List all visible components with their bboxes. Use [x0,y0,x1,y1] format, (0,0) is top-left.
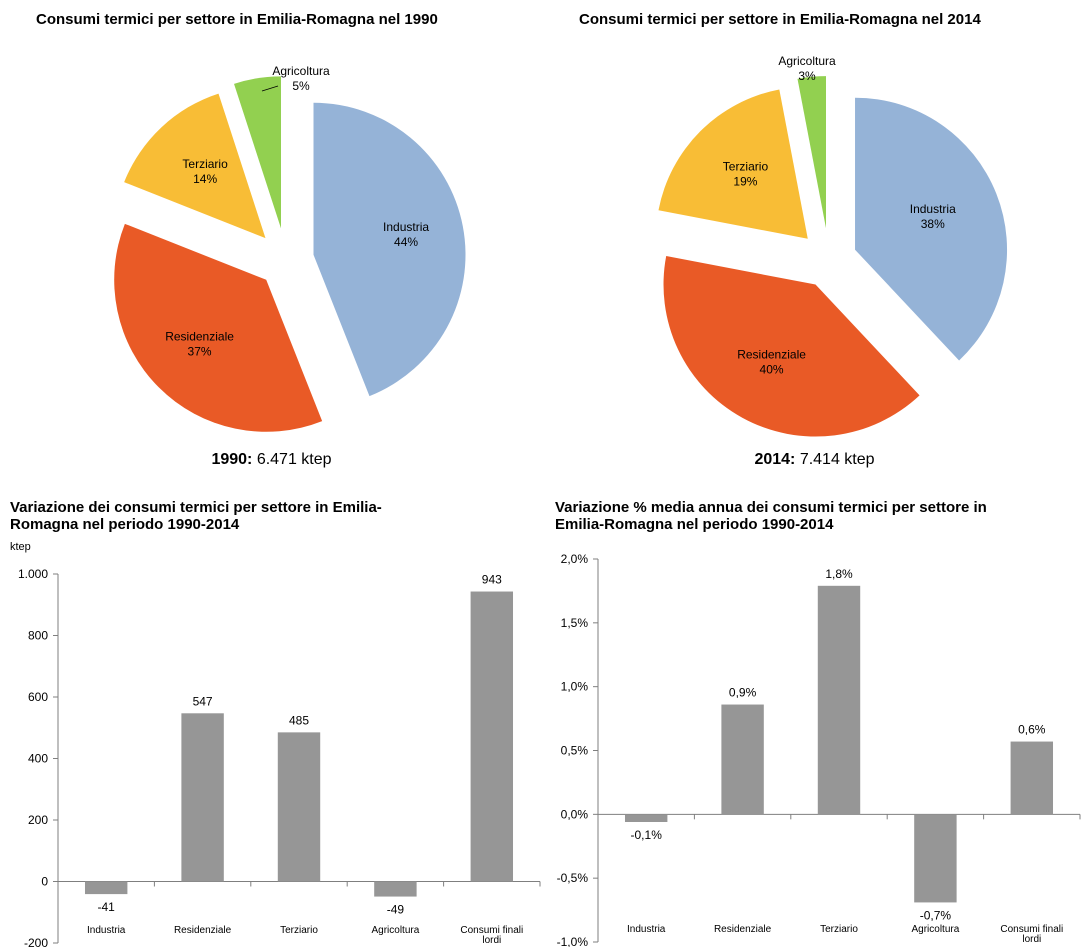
bar-percent-y-tick-label: -0,5% [557,871,589,885]
pie-2014-slice-residenziale [663,256,920,437]
pie-1990-leader-line-agricoltura [261,85,279,92]
bar-percent-title: Variazione % media annua dei consumi ter… [555,499,987,533]
bar-percent-category-label-agricoltura: Agricoltura [911,924,959,935]
bar-ktep-category-label-consumi-finali-lordi: Consumi finali [460,925,523,936]
bar-ktep-category-label-agricoltura: Agricoltura [371,925,419,936]
bar-percent-category-label-consumi-finali-lordi: Consumi finali [1000,924,1063,935]
bar-percent-y-tick-label: 1,0% [561,680,589,694]
pie-1990-value-agricoltura: 5% [292,79,310,93]
bar-ktep-value-label-terziario: 485 [289,713,309,727]
bar-ktep-bar-agricoltura [374,881,417,897]
pie-2014-slice-terziario [658,89,808,239]
pie-1990-slice-agricoltura [234,76,281,229]
bar-percent-y-tick-label: 2,0% [561,552,589,566]
pie-1990-value-industria: 44% [394,235,418,249]
pie-2014-label-residenziale: Residenziale [737,347,806,361]
bar-percent-y-tick-label: 0,0% [561,807,589,821]
pie-chart-1990-panel: Consumi termici per settore in Emilia-Ro… [0,0,543,475]
pie-1990-caption-value: 6.471 ktep [256,451,332,468]
bar-percent-y-tick-label: 0,5% [561,744,589,758]
pie-1990-slice-residenziale [114,223,323,432]
pie-1990-caption: 1990: 6.471 ktep [0,451,543,469]
pie-2014-value-residenziale: 40% [760,362,784,376]
bar-percent-y-tick-label: 1,5% [561,616,589,630]
pie-2014-caption-year: 2014: [754,451,796,468]
bar-ktep-bar-industria [84,881,128,895]
bar-ktep-y-tick-label: 800 [28,629,48,643]
bar-ktep-category-label-residenziale: Residenziale [174,925,232,936]
pie-2014-label-industria: Industria [910,202,956,216]
bar-ktep-bar-residenziale [181,713,224,882]
pie-2014-value-agricoltura: 3% [798,69,816,83]
pie-2014-caption-value: 7.414 ktep [799,451,875,468]
pie-1990-label-residenziale: Residenziale [165,329,234,343]
bar-percent-bar-residenziale [721,704,764,815]
pie-2014-title: Consumi termici per settore in Emilia-Ro… [579,11,981,28]
bar-percent-category-label-industria: Industria [627,924,666,935]
bar-ktep-y-tick-label: 1.000 [18,567,48,581]
bar-ktep-title-line-2: Romagna nel periodo 1990-2014 [10,516,240,533]
bar-percent-category-label-consumi-finali-lordi: lordi [1022,934,1041,945]
pie-2014-value-industria: 38% [921,217,945,231]
pie-1990-label-terziario: Terziario [182,157,228,171]
bar-ktep-value-label-agricoltura: -49 [387,903,405,917]
bar-ktep-value-label-residenziale: 547 [193,694,213,708]
bar-ktep-value-label-consumi-finali-lordi: 943 [482,573,502,587]
pie-1990-caption-year: 1990: [211,451,253,468]
bar-ktep-y-tick-label: 0 [41,875,48,889]
pie-1990-slice-industria [313,102,466,397]
bar-percent-value-label-consumi-finali-lordi: 0,6% [1018,723,1046,737]
pie-1990-label-agricoltura: Agricoltura [272,64,330,78]
pie-2014-value-terziario: 19% [733,174,757,188]
pie-2014-label-terziario: Terziario [723,159,769,173]
bar-chart-ktep-panel: Variazione dei consumi termici per setto… [0,475,543,947]
bar-ktep-y-tick-label: 400 [28,752,48,766]
bar-percent-value-label-industria: -0,1% [631,828,663,842]
bar-percent-category-label-terziario: Terziario [820,924,858,935]
bar-ktep-svg: -200 0 200 400 600 800 1.000 -41 Industria 547 Res… [18,567,541,947]
pie-1990-value-terziario: 14% [193,172,217,186]
bar-ktep-value-label-industria: -41 [98,900,116,914]
bar-percent-value-label-residenziale: 0,9% [729,686,757,700]
bar-percent-bar-industria [624,814,668,822]
pie-1990-title: Consumi termici per settore in Emilia-Ro… [36,11,438,28]
bar-percent-bar-terziario [817,585,861,815]
bar-percent-title-line-2: Emilia-Romagna nel periodo 1990-2014 [555,516,834,533]
pie-2014-slice-industria [855,97,1008,361]
bar-percent-bar-agricoltura [914,814,957,903]
bar-ktep-title: Variazione dei consumi termici per setto… [10,499,382,533]
pie-1990-value-residenziale: 37% [188,344,212,358]
bar-percent-bar-consumi-finali-lordi [1010,741,1054,815]
pie-1990-label-industria: Industria [383,220,429,234]
bar-percent-value-label-agricoltura: -0,7% [920,908,952,922]
bar-percent-y-tick-label: -1,0% [557,935,589,947]
bar-percent-value-label-terziario: 1,8% [825,567,853,581]
bar-ktep-y-tick-label: -200 [24,936,48,947]
bar-ktep-category-label-consumi-finali-lordi: lordi [482,935,501,946]
bar-chart-percent-panel: Variazione % media annua dei consumi ter… [543,475,1086,947]
bar-percent-category-label-residenziale: Residenziale [714,924,772,935]
pie-1990-slice-terziario [124,93,266,239]
bar-ktep-bar-terziario [277,732,321,882]
bar-ktep-bar-consumi-finali-lordi [470,591,514,882]
bar-ktep-category-label-industria: Industria [87,925,126,936]
bar-ktep-title-line-1: Variazione dei consumi termici per setto… [10,499,382,516]
bar-percent-svg: -1,0% -0,5% 0,0% 0,5% 1,0% 1,5% 2,0% -0,1% Indus… [557,552,1081,947]
bar-ktep-y-tick-label: 600 [28,690,48,704]
bar-ktep-y-tick-label: 200 [28,813,48,827]
pie-2014-caption: 2014: 7.414 ktep [543,451,1086,469]
bar-ktep-category-label-terziario: Terziario [280,925,318,936]
pie-2014-slice-agricoltura [797,76,826,229]
pie-chart-2014-panel: Consumi termici per settore in Emilia-Ro… [543,0,1086,475]
bar-ktep-y-unit: ktep [10,541,31,553]
bar-percent-title-line-1: Variazione % media annua dei consumi ter… [555,499,987,516]
pie-2014-label-agricoltura: Agricoltura [778,54,836,68]
